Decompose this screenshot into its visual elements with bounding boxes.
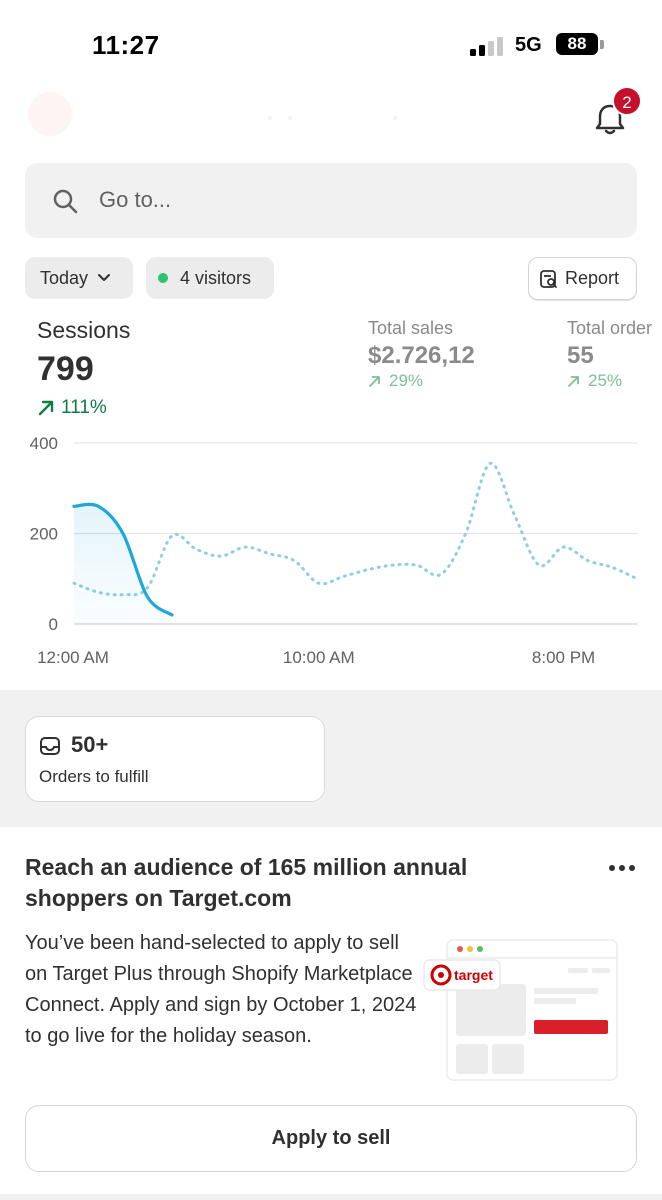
visitors-label: 4 visitors (180, 267, 252, 288)
search-input[interactable] (99, 187, 579, 213)
live-dot-icon (158, 273, 168, 283)
y-tick-label: 400 (30, 434, 58, 453)
signal-icon (470, 37, 503, 56)
total-sales-value: $2.726,12 (368, 342, 475, 369)
y-tick-label: 200 (30, 525, 58, 544)
sessions-chart[interactable]: 400 200 0 12:00 AM 10:00 AM 8:00 PM (0, 425, 662, 675)
status-bar: 11:27 5G 88 (0, 0, 662, 88)
search-bar[interactable] (25, 163, 637, 238)
report-icon (540, 269, 557, 288)
arrow-up-right-icon (568, 375, 579, 387)
apply-to-sell-button[interactable]: Apply to sell (25, 1105, 637, 1172)
live-visitors-chip[interactable]: 4 visitors (146, 257, 274, 299)
total-sales-change: 29% (368, 371, 423, 391)
search-icon (53, 189, 78, 214)
sessions-value: 799 (37, 350, 94, 388)
current-series-line (72, 502, 174, 617)
notification-badge: 2 (612, 86, 642, 116)
orders-to-fulfill-card[interactable]: 50+ Orders to fulfill (25, 716, 325, 802)
battery-icon: 88 (556, 33, 598, 55)
chevron-down-icon (98, 274, 111, 281)
arrow-up-right-icon (38, 400, 54, 416)
total-orders-label[interactable]: Total order (567, 318, 653, 338)
battery-level: 88 (567, 34, 587, 53)
store-avatar[interactable] (28, 92, 72, 136)
inbox-icon (40, 737, 60, 755)
total-sales-change-value: 29% (389, 371, 424, 390)
date-filter[interactable]: Today (25, 257, 133, 299)
orders-to-fulfill-label: Orders to fulfill (39, 767, 149, 786)
store-name-placeholder (268, 116, 397, 120)
total-orders-value: 55 (567, 342, 594, 369)
sessions-change: 111% (37, 397, 107, 419)
sessions-label: Sessions (37, 317, 131, 343)
network-type: 5G (515, 34, 542, 56)
sessions-change-value: 111% (61, 397, 107, 418)
total-orders-change: 25% (567, 371, 622, 391)
comparison-series-line (72, 461, 639, 597)
target-brand-text: target (454, 967, 493, 983)
more-options-icon[interactable] (608, 864, 636, 872)
total-sales-label[interactable]: Total sales (368, 318, 454, 338)
total-orders-change-value: 25% (588, 371, 623, 390)
x-tick-label: 12:00 AM (37, 648, 109, 667)
report-label: Report (565, 268, 620, 288)
x-tick-label: 8:00 PM (532, 648, 595, 667)
y-tick-label: 0 (49, 615, 58, 634)
arrow-up-right-icon (369, 375, 380, 387)
x-tick-label: 10:00 AM (283, 648, 355, 667)
orders-to-fulfill-count: 50+ (71, 732, 109, 757)
promo-body: You’ve been hand-selected to apply to se… (25, 932, 417, 1047)
status-time: 11:27 (92, 30, 160, 60)
promo-title: Reach an audience of 165 million annual … (25, 854, 468, 911)
section-divider (0, 1194, 662, 1200)
target-marketplace-illustration: target (423, 939, 618, 1081)
report-button[interactable]: Report (528, 257, 637, 300)
battery-tip (600, 40, 604, 49)
current-series-area (74, 504, 172, 624)
date-filter-label: Today (40, 267, 89, 288)
